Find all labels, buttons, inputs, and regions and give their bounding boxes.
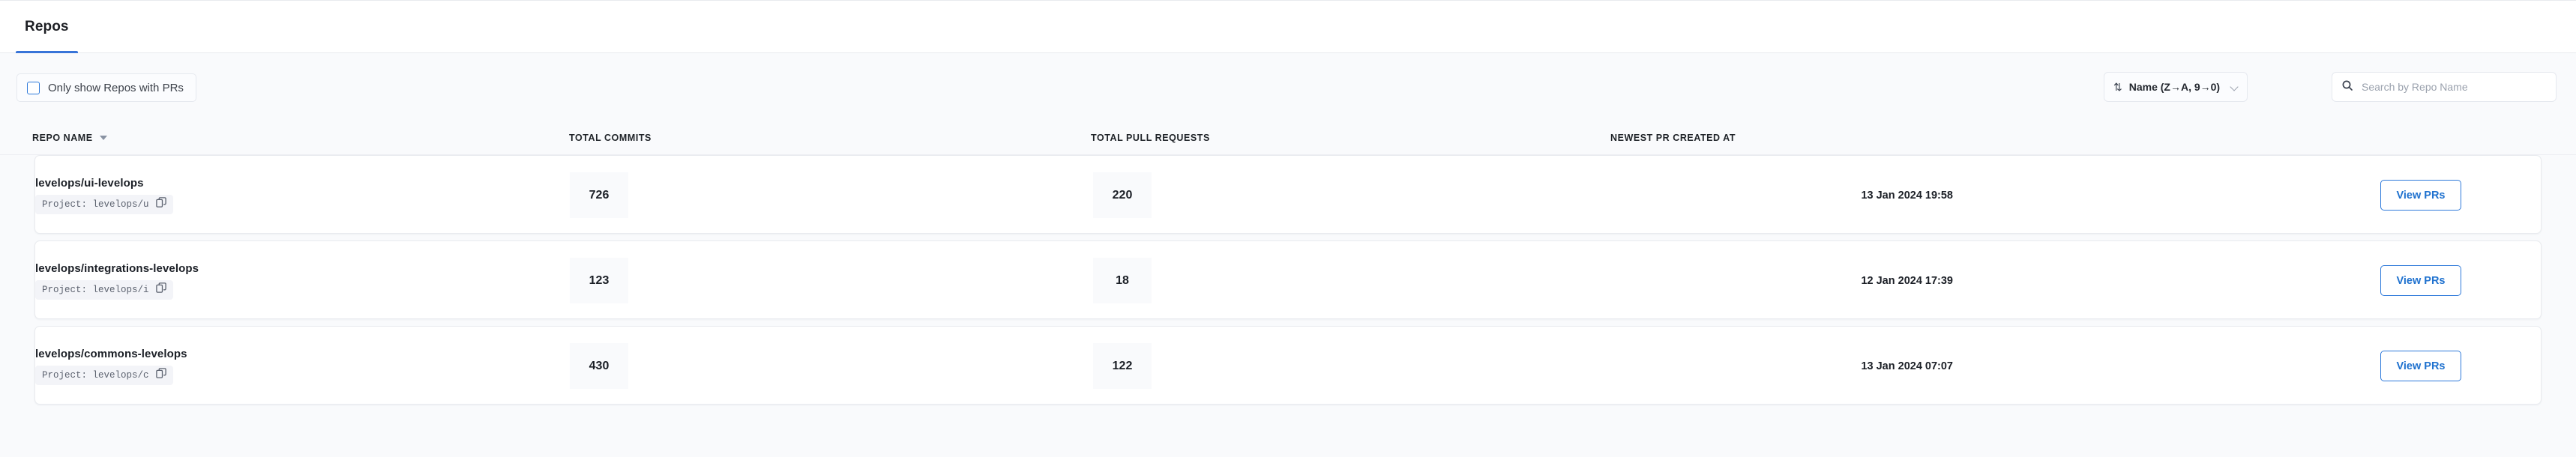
- toolbar: Only show Repos with PRs ⇅ Name (Z→A, 9→…: [0, 53, 2576, 121]
- sort-dropdown-value: Name (Z→A, 9→0): [2128, 81, 2221, 93]
- column-header-total-pull-requests: TOTAL PULL REQUESTS: [1091, 121, 1210, 155]
- total-commits-value: 123: [570, 258, 628, 303]
- checkbox-icon[interactable]: [27, 81, 40, 94]
- cell-repo-name: levelops/integrations-levelops Project: …: [35, 241, 199, 320]
- column-header-total-commits: TOTAL COMMITS: [569, 121, 651, 155]
- project-text: Project: levelops/c: [42, 369, 149, 381]
- project-chip[interactable]: Project: levelops/u: [35, 194, 173, 214]
- total-commits-value: 430: [570, 343, 628, 389]
- total-commits-value: 726: [570, 172, 628, 218]
- search-box[interactable]: [2332, 72, 2557, 102]
- repo-name-text: levelops/commons-levelops: [35, 347, 187, 360]
- search-icon: [2341, 79, 2353, 95]
- cell-total-pull-requests: 18: [1093, 241, 1152, 320]
- column-header-total-commits-label: TOTAL COMMITS: [569, 133, 651, 143]
- tab-bar: Repos: [0, 0, 2576, 53]
- project-text: Project: levelops/u: [42, 199, 149, 210]
- table-row[interactable]: levelops/commons-levelops Project: level…: [34, 326, 2542, 405]
- tab-repos[interactable]: Repos: [16, 1, 78, 53]
- cell-action: View PRs: [2301, 156, 2541, 234]
- view-prs-button[interactable]: View PRs: [2380, 351, 2461, 381]
- total-pull-requests-value: 18: [1093, 258, 1152, 303]
- sort-arrows-icon: ⇅: [2113, 81, 2122, 93]
- cell-total-pull-requests: 122: [1093, 327, 1152, 405]
- view-prs-button[interactable]: View PRs: [2380, 265, 2461, 296]
- cell-total-commits: 726: [570, 156, 628, 234]
- repo-name-text: levelops/ui-levelops: [35, 176, 144, 190]
- cell-newest-pr-created-at: 13 Jan 2024 07:07: [1861, 360, 1953, 372]
- copy-icon[interactable]: [155, 368, 166, 382]
- sort-dropdown[interactable]: ⇅ Name (Z→A, 9→0): [2104, 72, 2248, 102]
- column-header-repo-name-label: REPO NAME: [32, 133, 93, 143]
- column-header-newest-pr-created-at-label: NEWEST PR CREATED AT: [1610, 133, 1736, 143]
- cell-total-commits: 430: [570, 327, 628, 405]
- cell-action: View PRs: [2301, 241, 2541, 320]
- column-header-total-pull-requests-label: TOTAL PULL REQUESTS: [1091, 133, 1210, 143]
- repo-name-text: levelops/integrations-levelops: [35, 261, 199, 275]
- cell-total-commits: 123: [570, 241, 628, 320]
- copy-icon[interactable]: [155, 282, 166, 297]
- cell-newest-pr-created-at: 12 Jan 2024 17:39: [1861, 274, 1953, 287]
- column-header-repo-name[interactable]: REPO NAME: [32, 121, 107, 155]
- cell-repo-name: levelops/ui-levelops Project: levelops/u: [35, 156, 173, 234]
- total-pull-requests-value: 122: [1093, 343, 1152, 389]
- cell-total-pull-requests: 220: [1093, 156, 1152, 234]
- search-input[interactable]: [2362, 81, 2547, 93]
- table-column-headers: REPO NAME TOTAL COMMITS TOTAL PULL REQUE…: [0, 121, 2576, 155]
- cell-action: View PRs: [2301, 327, 2541, 405]
- column-header-newest-pr-created-at: NEWEST PR CREATED AT: [1610, 121, 1736, 155]
- cell-newest-pr-created-at: 13 Jan 2024 19:58: [1861, 189, 1953, 202]
- table-row[interactable]: levelops/integrations-levelops Project: …: [34, 240, 2542, 319]
- tab-repos-label: Repos: [25, 19, 69, 34]
- copy-icon[interactable]: [155, 197, 166, 211]
- total-pull-requests-value: 220: [1093, 172, 1152, 218]
- project-chip[interactable]: Project: levelops/i: [35, 279, 173, 300]
- only-repos-with-prs-toggle[interactable]: Only show Repos with PRs: [16, 73, 196, 102]
- project-text: Project: levelops/i: [42, 284, 149, 295]
- repo-list: levelops/ui-levelops Project: levelops/u…: [0, 155, 2576, 411]
- cell-repo-name: levelops/commons-levelops Project: level…: [35, 327, 187, 405]
- caret-down-icon[interactable]: [99, 136, 107, 140]
- chevron-down-icon: [2230, 82, 2239, 91]
- project-chip[interactable]: Project: levelops/c: [35, 365, 173, 385]
- view-prs-button[interactable]: View PRs: [2380, 180, 2461, 211]
- table-row[interactable]: levelops/ui-levelops Project: levelops/u…: [34, 155, 2542, 234]
- only-repos-with-prs-label: Only show Repos with PRs: [48, 81, 184, 94]
